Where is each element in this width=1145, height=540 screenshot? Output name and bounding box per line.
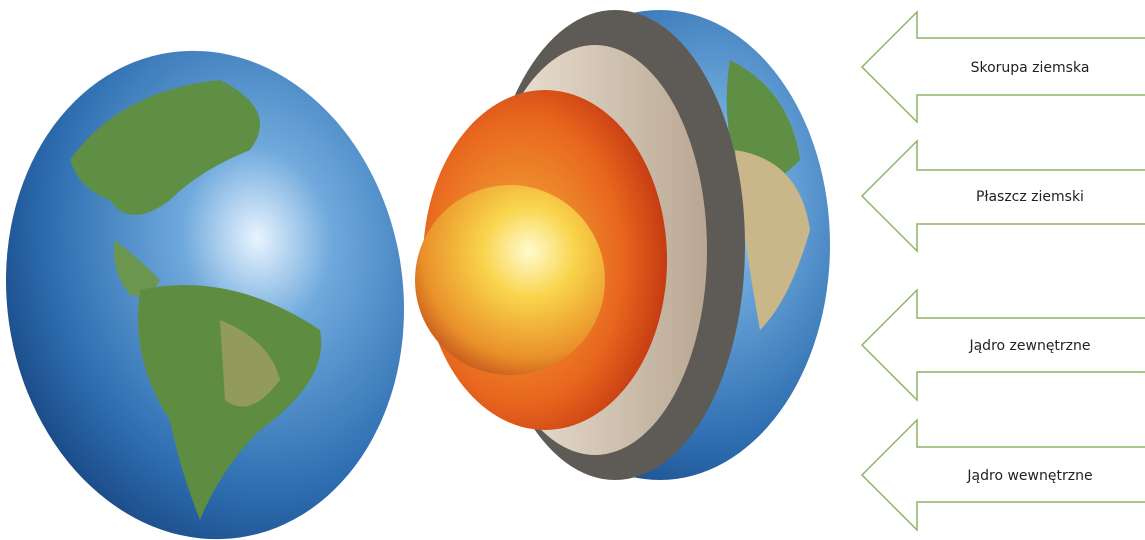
label: Płaszcz ziemski: [976, 189, 1084, 205]
arrow: [860, 139, 1145, 253]
earth-globe: [5, 50, 405, 540]
arrow: [860, 10, 1145, 124]
label: Jądro wewnętrzne: [966, 468, 1092, 484]
label: Skorupa ziemska: [971, 60, 1090, 76]
arrow: [860, 418, 1145, 532]
arrows: [860, 10, 1145, 532]
arrow: [860, 288, 1145, 402]
earth-cutaway: [415, 10, 830, 480]
label: Jądro zewnętrzne: [968, 338, 1090, 354]
